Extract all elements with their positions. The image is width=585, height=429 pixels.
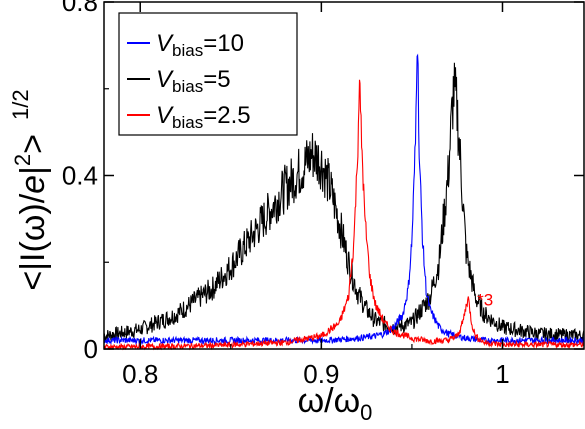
y-tick-label: 0.8 — [62, 0, 98, 17]
y-tick-label: 0 — [84, 334, 98, 364]
y-axis-label-sup1: 2 — [10, 154, 35, 166]
legend-label-vbias-2-5: Vbias=2.5 — [156, 102, 251, 132]
ticks-layer: 0.8 0.9 1 0 0.4 0.8 — [62, 0, 584, 389]
x-axis-label: ω/ω0 — [298, 382, 373, 425]
y-axis-label: <|I(ω)/e|2>1/2 — [8, 89, 52, 290]
series-line-vbias-10 — [103, 53, 585, 346]
legend-entry-vbias-5: Vbias=5 — [127, 66, 231, 96]
x-axis-label-sub: 0 — [360, 400, 372, 425]
x-tick-label: 0.9 — [303, 359, 339, 389]
legend-entry-vbias-2-5: Vbias=2.5 — [127, 102, 251, 132]
y-axis-label-sup2: 1/2 — [8, 89, 33, 120]
y-axis-label-close: > — [14, 134, 52, 154]
y-tick-label: 0.4 — [62, 161, 98, 191]
series-line-vbias-5 — [103, 62, 585, 344]
annotation-star-3: *3 — [477, 291, 493, 310]
legend-label-vbias-10: Vbias=10 — [156, 30, 244, 60]
series-line-vbias-2-5 — [103, 79, 585, 351]
y-axis-label-right: | — [14, 166, 52, 175]
x-tick-label: 0.8 — [122, 359, 158, 389]
series-layer — [103, 53, 585, 351]
y-axis-label-left: <|I(ω)/ — [14, 193, 52, 290]
legend-label-vbias-5: Vbias=5 — [156, 66, 231, 96]
x-tick-label: 1 — [495, 359, 509, 389]
legend-entry-vbias-10: Vbias=10 — [127, 30, 244, 60]
y-axis-label-italic: e — [14, 175, 52, 194]
legend: Vbias=10 Vbias=5 Vbias=2.5 — [118, 12, 298, 136]
x-axis-label-main: ω/ω — [298, 382, 361, 420]
